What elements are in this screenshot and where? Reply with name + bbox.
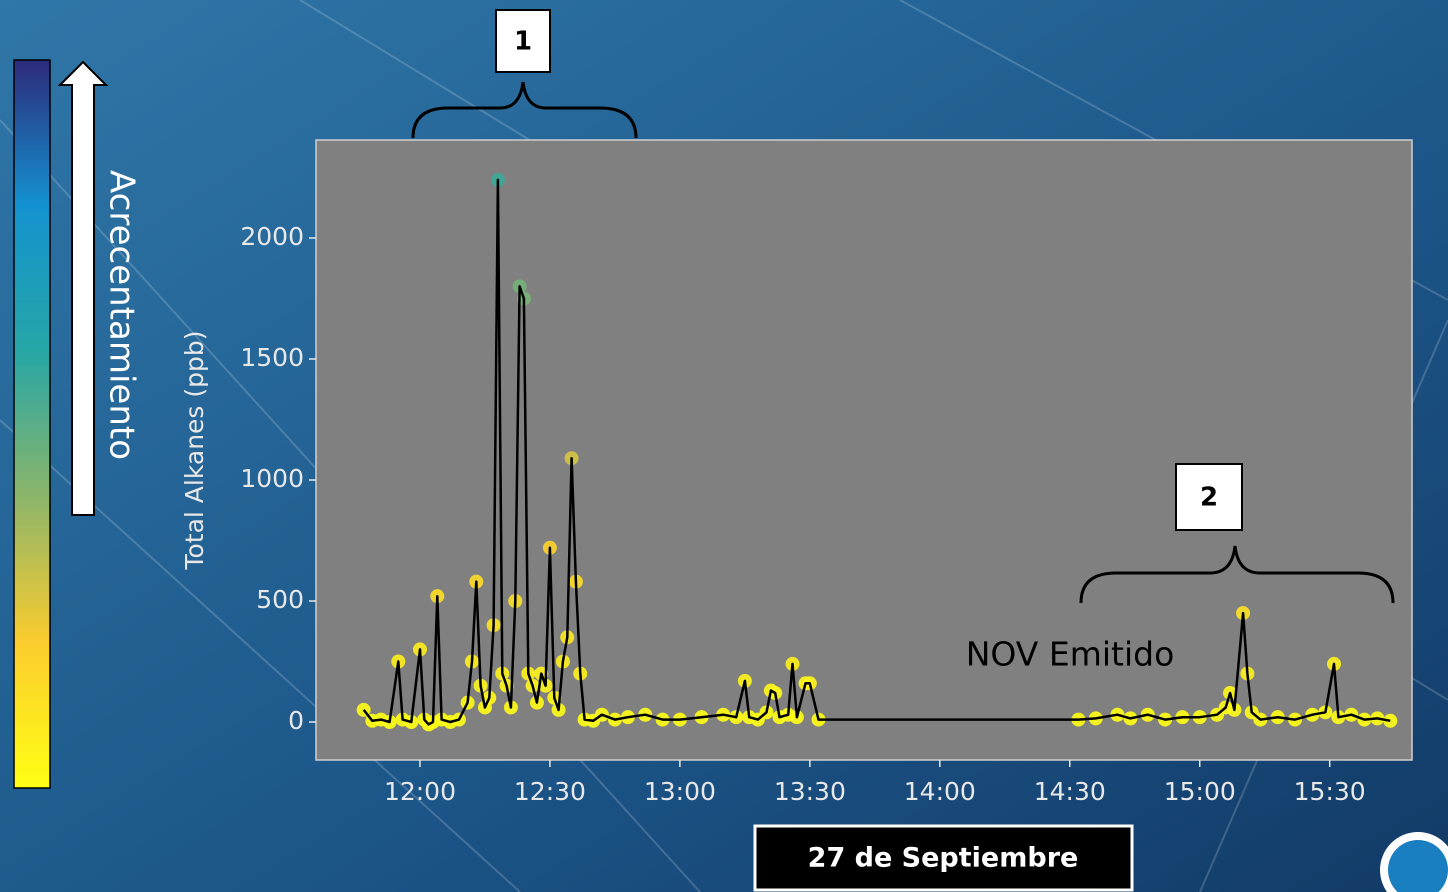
colorbar <box>13 59 51 789</box>
colorbar-label: Acrecentamiento <box>102 170 142 460</box>
x-tick-label: 13:00 <box>644 777 716 806</box>
point <box>1383 713 1398 728</box>
y-axis-label: Total Alkanes (ppb) <box>180 330 209 570</box>
annotation-1: 1 <box>514 27 532 57</box>
logo-inner <box>1388 840 1448 892</box>
series-line <box>362 178 1391 726</box>
x-tick-label: 15:00 <box>1164 777 1236 806</box>
bracket-1 <box>411 81 638 139</box>
label-box-2 <box>1175 463 1243 531</box>
y-tick-label: 0 <box>288 706 304 735</box>
y-tick-label: 1000 <box>240 464 304 493</box>
y-tick-label: 1500 <box>240 343 304 372</box>
annotation-nov: NOV Emitido <box>966 635 1175 674</box>
y-tick-label: 500 <box>256 585 304 614</box>
x-tick-label: 14:00 <box>904 777 976 806</box>
bracket-2 <box>1079 545 1395 604</box>
annotation-2: 2 <box>1200 483 1218 513</box>
plot-area <box>315 139 1413 761</box>
x-tick-label: 12:30 <box>514 777 586 806</box>
x-tick-label: 15:30 <box>1294 777 1366 806</box>
x-tick-label: 14:30 <box>1034 777 1106 806</box>
y-tick-label: 2000 <box>240 222 304 251</box>
increase-arrow <box>57 60 109 516</box>
date-box <box>753 824 1134 892</box>
plot: 0 500 1000 1500 2000 12:00 12:30 13:00 13:30 14:0… <box>240 172 1398 806</box>
date-label: 27 de Septiembre <box>808 843 1079 874</box>
x-tick-label: 13:30 <box>774 777 846 806</box>
label-box-1 <box>495 9 551 73</box>
x-tick-label: 12:00 <box>384 777 456 806</box>
